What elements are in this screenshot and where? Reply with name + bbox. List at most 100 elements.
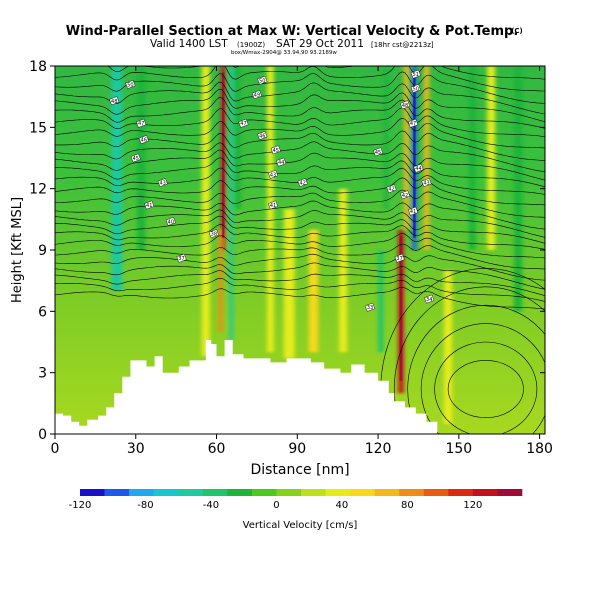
y-axis-label: Height [Kft MSL] [10,197,25,303]
contour-label-text: 45 [375,150,381,156]
colorbar-swatch-15 [448,489,474,496]
theta-contour-19 [55,107,545,137]
contour-label-text: 49 [254,93,260,99]
velocity-core-1 [399,235,403,381]
contour-label-11: 49 [251,90,262,100]
copyright-mark: (C) [511,27,523,35]
x-tick-label: 30 [127,441,145,457]
y-axis: 0 3 6 9 12 15 18 [29,59,545,443]
colorbar-label: Vertical Velocity [cm/s] [243,520,358,531]
contour-label-text: 48 [111,99,117,105]
theta-contour-25 [107,66,545,80]
y-tick-label: 0 [38,427,47,443]
contour-label-text: 42 [388,187,394,193]
contour-label-23: 45 [373,147,384,157]
contour-label-26: 43 [421,178,432,187]
velocity-band-1 [137,66,146,250]
theta-contour-22 [55,81,545,115]
contour-label-5: 43 [157,178,168,187]
velocity-band-12 [384,66,389,210]
subtitle-valid: Valid 1400 LST [150,38,228,50]
colorbar-swatch-13 [399,489,425,496]
contour-label-10: 50 [257,75,268,85]
low-level-contour-4 [393,286,545,434]
colorbar-tick-label: -120 [69,500,92,511]
contour-label-18: 41 [268,200,279,210]
contour-label-text: 41 [410,209,416,215]
contour-label-text: 43 [270,172,276,178]
contour-label-text: 42 [402,193,408,199]
colorbar-swatch-7 [251,489,277,496]
y-tick-label: 3 [38,366,47,382]
x-tick-label: 0 [51,441,60,457]
x-tick-label: 150 [445,441,472,457]
theta-contour-0 [55,286,545,310]
contour-label-text: 45 [133,156,139,162]
theta-contour-20 [55,97,545,129]
contour-label-6: 41 [144,200,155,210]
contour-label-30: 34 [424,294,435,304]
colorbar-swatch-8 [276,489,302,496]
y-tick-label: 9 [38,243,47,259]
theta-contour-4 [55,253,545,281]
contour-label-text: 45 [273,148,279,154]
x-tick-label: 120 [365,441,392,457]
colorbar-swatch-9 [301,489,326,496]
velocity-core-0 [222,72,225,238]
contour-label-text: 51 [413,72,419,78]
y-tick-label: 12 [29,182,47,198]
contour-label-9: 38 [208,229,219,239]
velocity-band-0 [111,66,123,291]
contour-label-text: 42 [300,181,306,187]
contour-label-text: 46 [141,138,147,144]
contour-labels: 5048474645434140373850494746454443424151… [109,69,435,312]
colorbar-swatch-16 [472,489,498,496]
theta-contour-16 [55,141,545,172]
subtitle-run: [18hr cst@2213z] [371,41,434,49]
contour-label-0: 50 [125,79,136,89]
velocity-band-10 [339,188,348,353]
colorbar-tick-label: 40 [336,500,349,511]
y-tick-label: 18 [29,59,47,75]
theta-contour-17 [55,130,545,161]
contour-label-text: 34 [426,297,432,303]
velocity-band-6 [235,66,241,210]
contour-label-text: 47 [240,121,246,127]
theta-contour-24 [55,66,545,92]
contour-label-16: 43 [268,169,279,179]
contour-label-text: 44 [278,160,284,166]
x-tick-label: 60 [208,441,226,457]
theta-contour-14 [55,157,545,188]
velocity-band-16 [423,66,430,250]
contour-label-31: 33 [364,302,376,312]
low-level-contour-3 [407,304,545,434]
contour-label-text: 47 [138,121,144,127]
contour-label-text: 41 [146,203,152,209]
theta-contour-21 [55,88,545,122]
colorbar-swatch-11 [350,489,375,496]
contour-label-text: 47 [410,121,416,127]
contour-label-19: 51 [410,69,421,79]
contour-label-12: 47 [238,118,249,128]
x-axis-label: Distance [nm] [250,462,349,478]
colorbar-swatch-1 [104,489,130,496]
terrain-mask [55,340,545,434]
contour-label-24: 44 [413,163,424,173]
contour-label-21: 48 [399,100,411,110]
contour-label-22: 47 [408,118,419,128]
low-level-contour-0 [447,360,524,418]
contour-label-text: 50 [259,78,265,84]
subtitle-date: SAT 29 Oct 2011 [276,38,364,50]
colorbar-swatch-14 [423,489,449,496]
theta-contour-2 [55,270,545,296]
velocity-band-2 [201,66,210,357]
theta-contour-12 [55,177,545,206]
theta-contour-5 [55,243,545,270]
contour-label-text: 38 [211,232,217,238]
theta-contour-18 [55,117,545,149]
colorbar [80,489,523,496]
contour-label-text: 50 [127,82,133,88]
contour-label-29: 37 [394,253,405,263]
contour-label-17: 42 [297,178,308,187]
